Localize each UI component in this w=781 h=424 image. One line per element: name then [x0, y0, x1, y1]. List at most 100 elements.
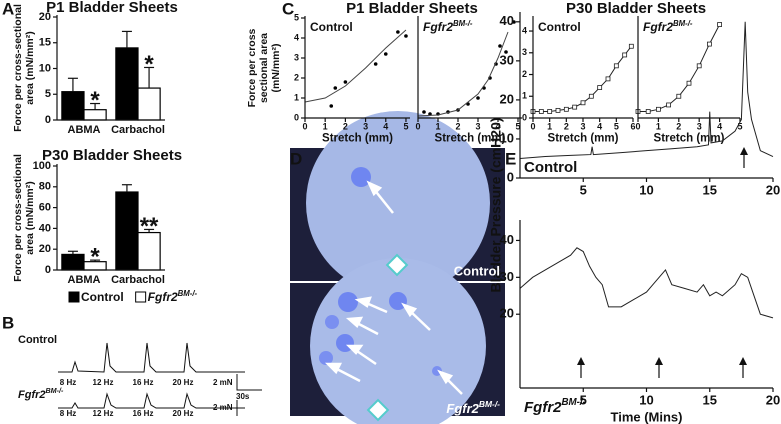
y-tick-label: 10 — [500, 130, 514, 145]
photo-label: Control — [454, 263, 500, 278]
y-axis-label: area (mN/mm²) — [24, 31, 36, 105]
line — [519, 247, 774, 319]
y-tick-label: 0 — [45, 114, 51, 126]
point — [628, 43, 634, 49]
frequency-label: 12 Hz — [93, 409, 114, 418]
frequency-label: 8 Hz — [60, 409, 76, 418]
control-trace — [58, 342, 245, 373]
error-bar — [144, 228, 155, 233]
point — [717, 22, 722, 27]
bar — [115, 191, 139, 271]
x-tick-label: 20 — [766, 392, 780, 407]
x-tick-label: 10 — [639, 392, 653, 407]
line — [519, 21, 774, 159]
x-tick-label: 10 — [639, 182, 653, 197]
x-tick-label: 5 — [580, 182, 587, 197]
plot-label: Control — [538, 20, 581, 34]
plot-label: Fgfr2BM-/- — [643, 19, 693, 35]
point — [504, 50, 508, 54]
x-tick-label: 4 — [383, 121, 388, 131]
panel-letter: C — [282, 0, 294, 18]
scale-bar — [236, 374, 262, 391]
point — [476, 96, 480, 100]
y-tick-label: 4 — [294, 32, 299, 42]
error-bar — [121, 184, 132, 192]
x-tick-label: 3 — [475, 121, 480, 131]
x-tick-label: 1 — [435, 121, 440, 131]
x-axis-label: Stretch (mm) — [435, 133, 506, 145]
x-tick-label: 15 — [703, 182, 717, 197]
point — [676, 93, 682, 99]
point — [597, 85, 603, 90]
x-tick-label: 5 — [515, 121, 520, 131]
x-tick-label: 2 — [455, 121, 460, 131]
y-tick-label: 15 — [39, 37, 51, 49]
point — [563, 106, 569, 112]
x-tick-label: 6 — [630, 121, 635, 131]
bar — [61, 91, 85, 121]
x-tick-label: 20 — [766, 182, 780, 197]
y-tick-label: 30 — [500, 269, 514, 284]
y-tick-label: 20 — [500, 91, 514, 106]
x-tick-label: 0 — [415, 121, 420, 131]
y-axis-label: Bladder Pressure (cmH20) — [488, 117, 504, 292]
legend-label: Control — [81, 290, 124, 304]
y-tick-label: 80 — [39, 181, 51, 193]
x-axis-label: Stretch (mm) — [548, 133, 619, 145]
x-tick-label: 0 — [635, 121, 640, 131]
y-tick-label: 100 — [33, 160, 51, 172]
x-axis-label: Stretch (mm) — [322, 133, 393, 145]
event-arrows — [577, 147, 748, 378]
x-tick-label: 5 — [614, 121, 619, 131]
y-tick-label: 4 — [522, 25, 527, 35]
legend-swatch — [68, 291, 80, 303]
point — [333, 86, 338, 90]
x-tick-label: Carbachol — [111, 124, 165, 136]
frequency-label: 16 Hz — [133, 409, 154, 418]
significance: * — [90, 87, 100, 114]
y-tick-label: 0 — [45, 264, 51, 276]
chart-title: P1 Bladder Sheets — [46, 0, 178, 16]
point — [498, 44, 502, 48]
point — [696, 63, 702, 69]
chart-title: P30 Bladder Sheets — [42, 147, 182, 164]
y-axis-label: area (mN/mm²) — [24, 181, 36, 255]
marker — [385, 253, 409, 277]
significance: ** — [140, 213, 159, 240]
chart-title: P30 Bladder Sheets — [566, 0, 706, 17]
x-axis-label: Time (Mins) — [611, 409, 683, 424]
mutant-trace — [58, 392, 245, 409]
point — [404, 34, 408, 38]
point — [512, 20, 516, 24]
x-tick-label: 4 — [495, 121, 500, 131]
x-tick-label: 3 — [697, 121, 702, 131]
spot — [338, 292, 358, 312]
y-tick-label: 3 — [522, 47, 527, 57]
point — [686, 80, 692, 86]
x-tick-label: 2 — [564, 121, 569, 131]
panel-letter: A — [2, 0, 14, 18]
y-tick-label: 40 — [39, 222, 51, 234]
y-tick-label: 1 — [522, 91, 527, 101]
bar — [61, 253, 85, 271]
photo-label-main: Fgfr2 — [446, 401, 479, 416]
y-tick-label: 0 — [294, 112, 299, 122]
x-tick-label: 1 — [656, 121, 661, 131]
x-tick-label: 0 — [302, 121, 307, 131]
y-axis-label: Force per cross — [246, 28, 258, 107]
panel-letter: E — [505, 149, 516, 168]
error-bar — [90, 102, 101, 110]
point — [329, 104, 334, 108]
x-tick-label: 2 — [343, 121, 348, 131]
scale-label: 2 mN — [213, 403, 233, 412]
y-tick-label: 5 — [294, 12, 299, 22]
y-tick-label: 40 — [500, 13, 514, 28]
error-bar — [67, 77, 78, 92]
x-tick-label: 3 — [363, 121, 368, 131]
point — [656, 106, 661, 112]
y-tick-label: 0 — [507, 169, 514, 184]
point — [547, 109, 553, 114]
x-tick-label: 5 — [403, 121, 408, 131]
x-tick-label: 5 — [580, 392, 587, 407]
chart-title: P1 Bladder Sheets — [346, 0, 478, 17]
